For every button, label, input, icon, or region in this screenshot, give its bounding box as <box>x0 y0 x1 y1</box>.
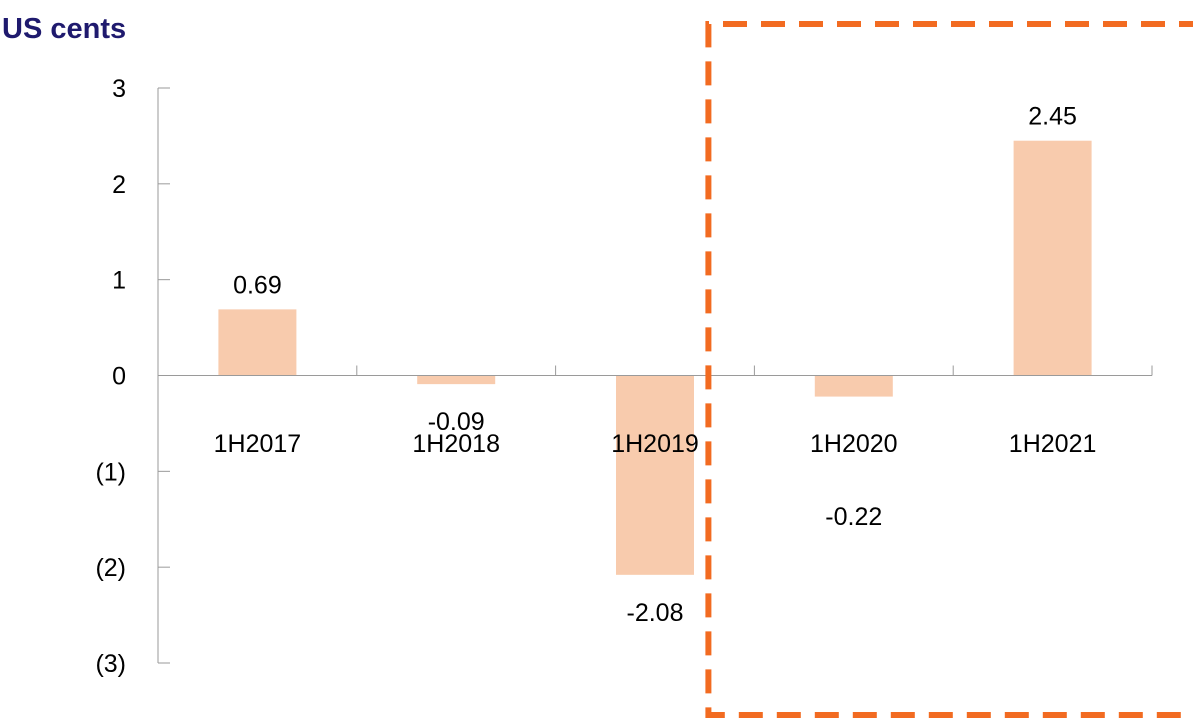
y-tick-label: 0 <box>112 363 126 391</box>
data-labels-group: 0.69 -0.09 -2.08 -0.22 2.45 <box>233 103 1077 627</box>
bars-group <box>218 140 1092 575</box>
x-labels-group: 1H2017 1H2018 1H2019 1H2020 1H2021 <box>214 430 1097 458</box>
x-tick-label: 1H2017 <box>214 430 302 458</box>
highlight-dashed-box <box>705 21 1193 718</box>
y-tick-label: 1 <box>112 267 126 295</box>
y-ticks-group: 3 2 1 0 (1) (2) (3) <box>95 75 170 678</box>
y-tick-label: (2) <box>95 554 126 582</box>
bar-1H2019 <box>616 375 694 575</box>
data-label: -0.09 <box>428 408 485 436</box>
y-tick-label: (1) <box>95 458 126 486</box>
x-tick-label: 1H2021 <box>1009 430 1097 458</box>
y-tick-label: 3 <box>112 75 126 103</box>
bar-1H2021 <box>1013 140 1092 376</box>
data-label: -2.08 <box>627 599 684 627</box>
data-label: 2.45 <box>1028 103 1077 131</box>
data-label: 0.69 <box>233 271 282 299</box>
bar-1H2017 <box>218 309 297 376</box>
y-tick-label: (3) <box>95 650 126 678</box>
bar-1H2018 <box>417 375 496 385</box>
y-tick-label: 2 <box>112 171 126 199</box>
x-tick-label: 1H2019 <box>611 430 699 458</box>
x-tick-label: 1H2020 <box>810 430 898 458</box>
data-label: -0.22 <box>825 503 882 531</box>
bar-1H2020 <box>814 375 893 397</box>
y-axis-title: US cents <box>2 13 126 45</box>
axes-group <box>157 88 1153 663</box>
x-tick-label: 1H2018 <box>412 430 500 458</box>
